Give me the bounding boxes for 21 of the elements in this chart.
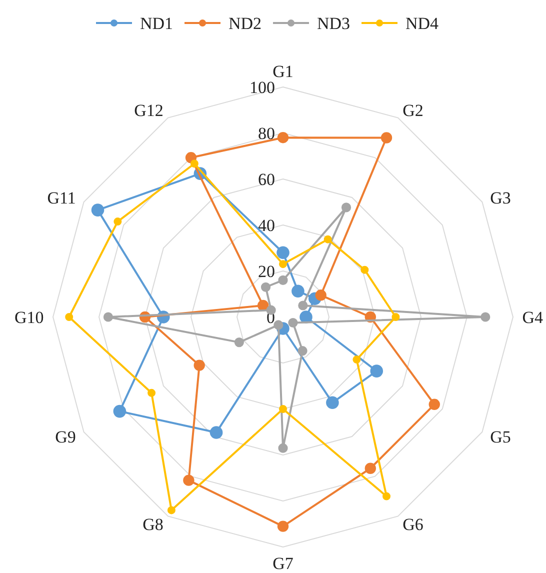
legend-label: ND2 <box>228 14 262 33</box>
legend-label: ND4 <box>406 14 440 33</box>
spoke-label: G9 <box>55 428 76 447</box>
spoke-label: G5 <box>490 428 511 447</box>
legend-label: ND3 <box>317 14 350 33</box>
y-tick-label: 80 <box>258 124 275 143</box>
spoke-label: G2 <box>402 100 424 120</box>
y-tick-label: 100 <box>250 78 275 97</box>
spoke-label: G12 <box>134 100 164 120</box>
spoke-label: G3 <box>490 188 511 208</box>
y-tick-label: 60 <box>258 170 275 189</box>
spoke-label: G10 <box>14 308 44 327</box>
spoke-label: G4 <box>522 308 544 327</box>
spoke-label: G1 <box>272 62 294 81</box>
spoke-label: G6 <box>402 515 424 534</box>
y-tick-label: 20 <box>258 262 275 281</box>
legend-label: ND1 <box>140 14 174 33</box>
spoke-label: G8 <box>142 515 164 534</box>
spoke-label: G11 <box>47 188 76 208</box>
spoke-label: G7 <box>272 554 294 573</box>
y-tick-label: 40 <box>258 216 275 235</box>
